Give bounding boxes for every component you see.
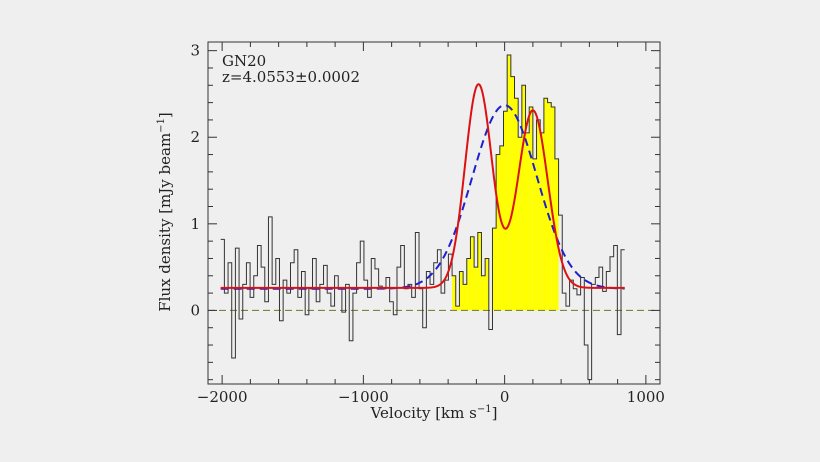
y-axis-label-sup: −1: [156, 118, 167, 133]
spectrum-fill-bar: [532, 158, 537, 311]
y-tick-label: 3: [190, 42, 200, 60]
x-axis-label: Velocity [km s−1]: [370, 404, 498, 422]
redshift-label: z=4.0553±0.0002: [222, 68, 360, 86]
spectrum-fill-bar: [452, 275, 456, 311]
spectrum-fill-bar: [466, 258, 471, 311]
spectrum-fill-bar: [474, 267, 478, 311]
x-tick-label: 1000: [627, 388, 665, 406]
x-axis-label-close: ]: [492, 404, 498, 422]
spectrum-fill-bar: [521, 85, 526, 311]
spectrum-fill-bar: [477, 232, 482, 311]
spectrum-fill-bar: [529, 106, 533, 311]
x-axis-label-main: Velocity [km s: [370, 404, 477, 422]
spectrum-fill-bar: [503, 111, 508, 311]
y-axis-label: Flux density [mJy beam−1]: [156, 112, 174, 312]
spectrum-fill-bar: [551, 106, 555, 311]
double-gaussian-fit: [220, 83, 625, 289]
spectrum-fill-bar: [518, 137, 522, 311]
spectrum-fill-bar: [470, 236, 475, 311]
y-axis-label-close: ]: [156, 112, 174, 118]
spectrum-fill-bar: [547, 102, 552, 311]
spectrum-fill-bar: [510, 76, 515, 311]
spectrum-fill-bar: [459, 271, 464, 311]
spectrum-fill-bar: [507, 54, 511, 311]
x-tick-label: −2000: [197, 388, 248, 406]
y-tick-label: 0: [190, 301, 200, 319]
single-gaussian-fit: [220, 104, 625, 290]
spectrum-fill-bar: [485, 258, 489, 311]
y-tick-label: 2: [190, 128, 200, 146]
spectrum-fill-bar: [525, 132, 530, 311]
source-label: GN20: [222, 52, 266, 70]
plot-frame: [207, 41, 661, 385]
spectrum-fill-bar: [492, 228, 497, 311]
x-tick-label: −1000: [338, 388, 389, 406]
spectrum-fill-bar: [499, 145, 504, 311]
spectrum-fill-bar: [455, 306, 460, 311]
spectrum-fill-bar: [481, 275, 486, 311]
plot-area: [208, 54, 660, 381]
x-tick-label: 0: [500, 388, 510, 406]
spectrum-fill-bar: [463, 284, 467, 311]
axes-frame: −2000 −1000 0 1000 0 1 2 3: [190, 41, 665, 406]
spectrum-fill-bar: [496, 154, 500, 311]
spectrum-fill-bar: [536, 119, 541, 311]
spectrum-fill-bar: [540, 132, 544, 311]
y-axis-label-main: Flux density [mJy beam: [156, 133, 174, 312]
y-tick-label: 1: [190, 215, 200, 233]
spectrum-histogram: [220, 54, 625, 381]
spectrum-fill-bar: [514, 98, 519, 311]
x-axis-label-sup: −1: [477, 404, 492, 415]
